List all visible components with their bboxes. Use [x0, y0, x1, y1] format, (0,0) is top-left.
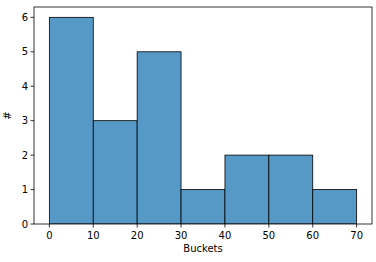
x-tick-label: 40 — [219, 230, 232, 241]
x-tick-label: 30 — [175, 230, 188, 241]
histogram-bar — [313, 190, 357, 224]
plot-frame — [34, 7, 372, 224]
y-tick-label: 6 — [22, 12, 28, 23]
y-tick — [31, 224, 35, 225]
y-tick — [31, 155, 35, 156]
x-tick-label: 10 — [87, 230, 100, 241]
y-tick — [31, 86, 35, 87]
x-tick — [224, 224, 225, 228]
x-tick-label: 60 — [306, 230, 319, 241]
y-tick-label: 2 — [22, 150, 28, 161]
bars — [49, 17, 356, 224]
histogram-bar — [225, 155, 269, 224]
y-tick — [31, 189, 35, 190]
y-tick — [31, 51, 35, 52]
y-tick-label: 3 — [22, 115, 28, 126]
x-tick — [93, 224, 94, 228]
y-tick-label: 0 — [22, 219, 28, 230]
x-tick — [312, 224, 313, 228]
histogram-bar — [181, 190, 225, 224]
chart-svg: 0 10 20 30 40 50 60 70 0 1 2 3 4 5 6 Buckets # — [0, 0, 376, 262]
y-tick — [31, 17, 35, 18]
x-tick-label: 0 — [46, 230, 52, 241]
x-tick — [181, 224, 182, 228]
x-tick — [49, 224, 50, 228]
x-tick — [356, 224, 357, 228]
y-tick — [31, 120, 35, 121]
chart-container: 0 10 20 30 40 50 60 70 0 1 2 3 4 5 6 Buckets # — [0, 0, 376, 262]
x-tick-label: 20 — [131, 230, 144, 241]
y-axis-label: # — [2, 111, 13, 119]
histogram-bar — [137, 52, 181, 224]
y-tick-label: 5 — [22, 46, 28, 57]
x-tick-label: 70 — [350, 230, 363, 241]
x-tick-label: 50 — [262, 230, 275, 241]
y-tick-label: 1 — [22, 184, 28, 195]
histogram-bar — [269, 155, 313, 224]
histogram-bar — [49, 17, 93, 224]
x-tick — [137, 224, 138, 228]
x-axis-label: Buckets — [183, 243, 222, 254]
histogram-bar — [93, 121, 137, 224]
x-tick — [268, 224, 269, 228]
y-tick-label: 4 — [22, 81, 28, 92]
